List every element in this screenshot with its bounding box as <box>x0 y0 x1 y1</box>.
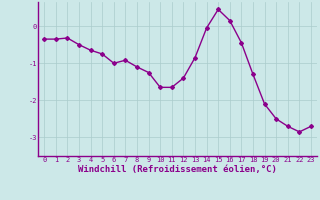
X-axis label: Windchill (Refroidissement éolien,°C): Windchill (Refroidissement éolien,°C) <box>78 165 277 174</box>
